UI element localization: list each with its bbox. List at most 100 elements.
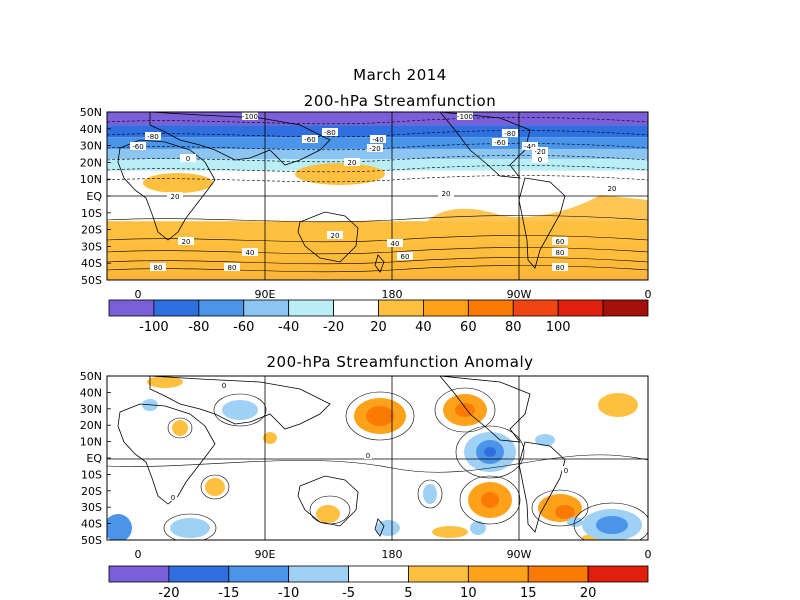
contour-label-bg: [224, 263, 240, 271]
cold-anomaly-blob: [596, 516, 628, 534]
warm-anomaly-blob: [432, 526, 468, 538]
lon-tick-label: 90E: [255, 288, 276, 301]
contour-label: 40: [246, 249, 255, 257]
contour-label-bg: [387, 239, 403, 247]
contour-label: 0: [222, 382, 226, 390]
contour-ring: [417, 479, 443, 509]
cold-anomaly-blob: [222, 400, 258, 420]
panel2-fills: [107, 376, 642, 540]
contour-label: 80: [228, 264, 237, 272]
lat-tick-label: 50S: [81, 534, 102, 547]
contour-line: [107, 130, 648, 138]
contour-label: -40: [524, 143, 535, 151]
warm-anomaly-blob: [598, 393, 638, 417]
contour-label: 80: [556, 264, 565, 272]
warm-anomaly-blob: [481, 492, 499, 508]
colorbar-label: -15: [218, 586, 239, 600]
contour-label-bg: [302, 135, 318, 143]
colorbar-label: -60: [233, 320, 254, 335]
colorbar-swatch: [378, 299, 424, 317]
cold-anomaly-blob: [567, 517, 583, 527]
colorbar1: -100 -80 -60 -40 -20 20 40 60 80 100: [108, 299, 649, 335]
contour-line: [107, 143, 648, 151]
warm-anomaly-blob: [205, 478, 225, 496]
colorbar-swatch: [512, 299, 559, 317]
lat-tick-label: 10S: [81, 468, 102, 481]
contour-ring: [345, 391, 415, 441]
lat-tick-label: 10S: [81, 207, 102, 220]
lon-tick-label: 90W: [507, 288, 532, 301]
contour-label: -80: [147, 133, 158, 141]
contour-label-bg: [532, 147, 548, 155]
lon-tick-label: 90E: [255, 548, 276, 561]
contour-label-bg: [604, 184, 620, 192]
lat-tick-label: 30N: [80, 140, 102, 153]
contour-line: [107, 454, 648, 473]
cold-anomaly-blob: [107, 514, 132, 540]
colorbar-swatch: [467, 565, 529, 583]
panel1-fills: [107, 112, 648, 280]
panel2-lat-ticks: 50N 40N 30N 20N 10N EQ 10S 20S 30S 40S 50S: [80, 370, 111, 547]
lat-tick-label: EQ: [86, 452, 102, 465]
contour-ring: [200, 474, 230, 500]
colorbar-swatch: [467, 299, 514, 317]
warm-anomaly-blob: [263, 432, 277, 444]
colorbar-label: 60: [460, 320, 477, 335]
colorbar-swatch: [108, 565, 170, 583]
contour-ring: [309, 495, 351, 525]
lon-tick-label: 0: [645, 548, 652, 561]
contour-label-bg: [167, 192, 183, 200]
lon-tick-label: 180: [382, 548, 403, 561]
contour-label-bg: [502, 129, 518, 137]
eurasia-outline: [149, 376, 331, 430]
lat-tick-label: 20N: [80, 419, 102, 432]
contour-label-bg: [180, 154, 196, 162]
panel2-coastlines: [117, 376, 566, 537]
lon-tick-label: 90W: [507, 548, 532, 561]
contour-label: 20: [331, 232, 340, 240]
lat-tick-label: 20S: [81, 485, 102, 498]
colorbar-swatch: [198, 299, 245, 317]
lat-tick-label: 50S: [81, 274, 102, 287]
lat-tick-label: 10N: [80, 436, 102, 449]
contour-label-bg: [367, 144, 383, 152]
contour-label-bg: [370, 135, 386, 143]
colorbar-label: -20: [323, 320, 344, 335]
colorbar-swatch: [288, 299, 334, 317]
contour-ring: [459, 475, 521, 525]
contour-label-bg: [242, 112, 258, 120]
north-america-outline: [439, 376, 531, 443]
warm-anomaly-blob: [172, 420, 188, 436]
colorbar-swatch: [333, 299, 379, 317]
nz-outline: [374, 254, 385, 273]
contour-label-bg: [522, 142, 538, 150]
contour-ring: [573, 502, 648, 540]
nz-outline: [374, 518, 385, 537]
colorbar-swatch: [108, 299, 155, 317]
contour-label: -40: [372, 136, 383, 144]
contour-label-bg: [562, 466, 570, 474]
colorbar-label: -10: [278, 586, 299, 600]
contour-label-bg: [322, 128, 338, 136]
stream-band: [107, 159, 648, 171]
contour-label: -100: [457, 113, 473, 121]
warm-anomaly-blob: [147, 376, 183, 388]
africa-outline: [117, 139, 216, 241]
panel1-contour-labels: -100 -100-80 -80 -80-60-60 -60-40-40-20 -200 0…: [130, 112, 620, 272]
colorbar-swatch: [228, 565, 290, 583]
warm-anomaly-blob: [366, 406, 394, 426]
panel2-contour-labels: 0 0 0 0: [169, 381, 570, 502]
south-america-outline: [518, 177, 566, 269]
colorbar-swatch: [408, 565, 469, 583]
colorbar-label: 15: [520, 586, 537, 600]
colorbar-label: 100: [546, 320, 571, 335]
lat-tick-label: 20S: [81, 224, 102, 237]
colorbar-label: 10: [460, 586, 477, 600]
contour-label-bg: [492, 138, 508, 146]
lat-tick-label: 40S: [81, 257, 102, 270]
colorbar-swatch: [348, 565, 409, 583]
contour-label: 40: [391, 240, 400, 248]
colorbar-label: -100: [139, 320, 169, 335]
panel2-lon-ticks: 0 90E 180 90W 0: [135, 548, 652, 561]
lat-tick-label: 30S: [81, 240, 102, 253]
